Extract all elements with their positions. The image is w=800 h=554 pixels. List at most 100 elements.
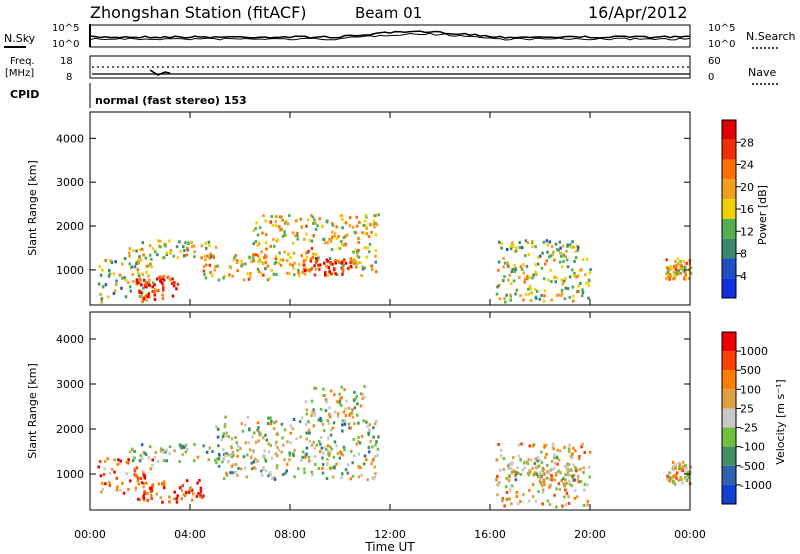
heatmap-cell bbox=[681, 466, 684, 469]
heatmap-cell bbox=[509, 488, 512, 492]
heatmap-cell bbox=[120, 286, 123, 290]
heatmap-cell bbox=[200, 495, 204, 499]
heatmap-cell bbox=[527, 457, 530, 461]
heatmap-cell bbox=[354, 397, 357, 401]
heatmap-cell bbox=[549, 483, 552, 487]
heatmap-cell bbox=[523, 466, 527, 470]
heatmap-cell bbox=[180, 489, 184, 492]
heatmap-cell bbox=[148, 253, 152, 257]
heatmap-cell bbox=[496, 493, 499, 497]
velocity-colorbar-label: Velocity [m s⁻¹] bbox=[774, 379, 787, 464]
heatmap-cell bbox=[116, 485, 119, 489]
heatmap-cell bbox=[223, 477, 226, 481]
heatmap-cell bbox=[152, 290, 156, 294]
heatmap-cell bbox=[345, 399, 348, 403]
heatmap-cell bbox=[587, 296, 590, 300]
heatmap-cell bbox=[548, 255, 551, 259]
heatmap-cell bbox=[572, 463, 575, 467]
heatmap-cell bbox=[306, 268, 309, 272]
heatmap-cell bbox=[142, 297, 146, 301]
heatmap-cell bbox=[352, 250, 355, 254]
heatmap-cell bbox=[571, 476, 575, 480]
heatmap-cell bbox=[324, 398, 328, 402]
heatmap-cell bbox=[351, 415, 355, 419]
heatmap-cell bbox=[538, 254, 542, 258]
heatmap-cell bbox=[224, 434, 228, 438]
heatmap-cell bbox=[562, 253, 565, 257]
heatmap-cell bbox=[266, 278, 270, 282]
heatmap-cell bbox=[116, 463, 119, 466]
heatmap-cell bbox=[193, 443, 196, 446]
heatmap-cell bbox=[684, 273, 687, 277]
heatmap-cell bbox=[199, 492, 202, 496]
heatmap-cell bbox=[497, 443, 500, 446]
heatmap-cell bbox=[135, 249, 138, 253]
heatmap-cell bbox=[527, 499, 531, 503]
heatmap-cell bbox=[666, 272, 670, 276]
heatmap-cell bbox=[321, 471, 325, 475]
heatmap-cell bbox=[273, 477, 277, 481]
heatmap-cell bbox=[338, 392, 341, 396]
power-panel-frame bbox=[89, 111, 691, 306]
heatmap-cell bbox=[510, 270, 514, 274]
heatmap-cell bbox=[161, 448, 165, 452]
heatmap-cell bbox=[311, 221, 315, 225]
heatmap-cell bbox=[323, 394, 327, 398]
heatmap-cell bbox=[248, 275, 252, 279]
heatmap-cell bbox=[271, 477, 274, 480]
heatmap-cell bbox=[343, 422, 347, 426]
heatmap-cell bbox=[112, 291, 116, 295]
heatmap-cell bbox=[99, 474, 103, 478]
heatmap-cell bbox=[533, 461, 537, 465]
heatmap-cell bbox=[570, 245, 573, 249]
heatmap-cell bbox=[299, 420, 302, 424]
heatmap-cell bbox=[320, 446, 324, 450]
heatmap-cell bbox=[304, 423, 308, 427]
heatmap-cell bbox=[341, 429, 344, 433]
noise-tick-left-bottom: 10^0 bbox=[52, 39, 79, 50]
heatmap-cell bbox=[149, 486, 153, 490]
heatmap-cell bbox=[587, 279, 591, 283]
heatmap-cell bbox=[246, 415, 250, 419]
x-axis-label: Time UT bbox=[364, 540, 415, 554]
heatmap-cell bbox=[312, 424, 315, 428]
heatmap-cell bbox=[674, 466, 677, 470]
heatmap-cell bbox=[568, 474, 572, 477]
heatmap-cell bbox=[365, 420, 368, 424]
heatmap-cell bbox=[145, 298, 148, 302]
heatmap-cell bbox=[159, 496, 162, 500]
heatmap-cell bbox=[365, 226, 368, 230]
heatmap-cell bbox=[322, 394, 325, 398]
heatmap-cell bbox=[550, 459, 554, 463]
heatmap-cell bbox=[163, 486, 166, 490]
heatmap-cell bbox=[217, 278, 221, 282]
heatmap-cell bbox=[341, 272, 344, 276]
heatmap-cell bbox=[294, 234, 297, 238]
heatmap-cell bbox=[357, 452, 360, 456]
heatmap-cell bbox=[566, 462, 570, 466]
colorbar-tick-label: -500 bbox=[740, 460, 765, 473]
heatmap-cell bbox=[672, 277, 675, 281]
heatmap-cell bbox=[190, 244, 194, 248]
heatmap-cell bbox=[673, 468, 676, 472]
heatmap-cell bbox=[507, 466, 510, 470]
heatmap-cell bbox=[548, 240, 552, 244]
heatmap-cell bbox=[151, 285, 154, 289]
heatmap-cell bbox=[289, 256, 292, 260]
heatmap-cell bbox=[139, 281, 142, 285]
heatmap-cell bbox=[101, 268, 104, 272]
velocity-panel-frame bbox=[89, 311, 691, 511]
heatmap-cell bbox=[342, 445, 346, 449]
heatmap-cell bbox=[144, 293, 148, 297]
heatmap-cell bbox=[348, 426, 351, 430]
heatmap-cell bbox=[184, 490, 188, 494]
heatmap-cell bbox=[571, 240, 574, 244]
heatmap-cell bbox=[172, 284, 176, 288]
heatmap-cell bbox=[184, 241, 187, 245]
heatmap-cell bbox=[148, 283, 151, 287]
heatmap-cell bbox=[350, 449, 353, 453]
heatmap-cell bbox=[331, 235, 334, 239]
heatmap-cell bbox=[367, 446, 371, 449]
heatmap-cell bbox=[361, 265, 364, 269]
heatmap-cell bbox=[199, 486, 203, 490]
